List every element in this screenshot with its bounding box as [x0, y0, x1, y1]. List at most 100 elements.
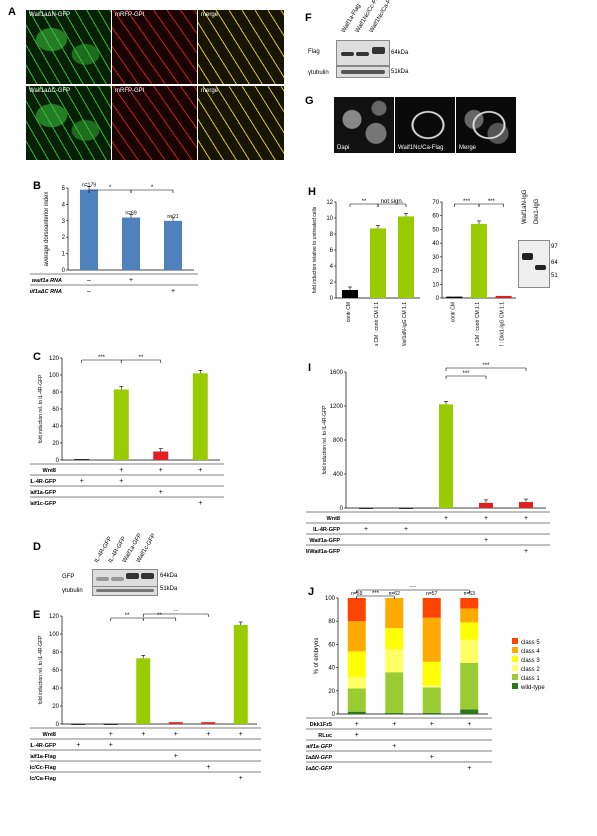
stacked-bar-segment — [385, 628, 404, 650]
condition-mark: + — [159, 467, 163, 474]
d-marker-64: 64kDa — [160, 573, 178, 579]
y-tick-label: 60 — [328, 642, 335, 648]
significance-label: *** — [409, 586, 417, 591]
caption-a5: mRFP-GPI — [115, 88, 145, 94]
y-tick-label: 10 — [326, 216, 333, 222]
f-row-flag: Flag — [308, 49, 320, 55]
category-label: Wnt3a CM : contr CM 1:1 — [374, 302, 380, 346]
stacked-bar-segment — [422, 661, 441, 685]
chart-h2: 0 10 20 30 40 50 60 70 *** *** contr CM Wnt3a CM : … — [432, 199, 516, 346]
y-tick-label: 20 — [432, 269, 439, 275]
h-band-1 — [522, 253, 533, 260]
d-band-tubulin — [96, 589, 154, 592]
stacked-bar-segment — [422, 687, 441, 713]
h-band-2 — [535, 265, 546, 270]
condition-mark: + — [467, 765, 471, 772]
condition-mark: + — [171, 288, 175, 295]
micrograph-a5: mRFP-GPI — [112, 86, 197, 160]
y-tick-label: 30 — [432, 255, 439, 261]
y-tick-label: 3 — [62, 219, 66, 225]
significance-label: ** — [173, 610, 178, 615]
stacked-bar-segment — [385, 672, 404, 713]
bar — [192, 373, 208, 460]
condition-mark: + — [159, 489, 163, 496]
category-label: contr CM — [346, 302, 352, 322]
micrograph-a3: merge — [198, 10, 284, 84]
y-tick-label: 12 — [326, 200, 333, 206]
bar — [103, 724, 118, 725]
stacked-bar-segment — [460, 662, 479, 710]
stacked-bar-segment — [347, 676, 366, 689]
condition-row-label: Waif1a/CD44/Waif1a-GFP — [306, 549, 340, 555]
panel-label-e: E — [33, 609, 41, 621]
bar — [168, 722, 183, 724]
legend-swatch — [512, 674, 518, 680]
stacked-bar-segment — [422, 598, 441, 618]
condition-mark: + — [355, 721, 359, 728]
y-tick-label: 80 — [52, 390, 59, 396]
d-marker-51: 51kDa — [160, 586, 178, 592]
y-tick-label: 100 — [49, 632, 60, 638]
condition-mark: + — [484, 537, 488, 544]
condition-mark: + — [129, 277, 133, 284]
caption-a1: Waif1aΔN-GFP — [29, 12, 71, 18]
chart-h1: 0 2 4 6 8 10 12 fold induction relative to untr… — [312, 199, 420, 346]
legend-swatch — [512, 638, 518, 644]
y-tick-label: 40 — [328, 666, 335, 672]
condition-mark: + — [404, 526, 408, 533]
legend-label: class 4 — [521, 649, 540, 655]
condition-mark: + — [109, 742, 113, 749]
y-tick-label: 40 — [432, 241, 439, 247]
panel-label-h: H — [308, 186, 316, 198]
bar — [136, 658, 151, 724]
legend-swatch — [512, 656, 518, 662]
micrograph-g1: Dapi — [334, 97, 394, 153]
legend-swatch — [512, 665, 518, 671]
y-axis-title: % of embryos — [314, 638, 320, 675]
bar — [233, 625, 248, 724]
y-tick-label: 0 — [436, 296, 440, 302]
condition-mark: + — [524, 515, 528, 522]
bar — [495, 295, 512, 298]
y-tick-label: 0 — [56, 722, 60, 728]
bar — [74, 459, 90, 460]
condition-row-label: waif1a-GFP — [306, 744, 332, 750]
condition-row-label: Dkk1Fz5 — [310, 722, 332, 728]
bar — [479, 502, 493, 508]
h-lane-1: Waif1aN-IgG — [522, 189, 528, 224]
stacked-bar-segment — [460, 709, 479, 714]
legend-label: class 1 — [521, 676, 540, 682]
y-tick-label: 60 — [432, 214, 439, 220]
panel-label-g: G — [305, 95, 314, 107]
condition-row-label: IL-4R-GFP — [30, 479, 56, 485]
bar — [439, 404, 453, 508]
condition-row-label: IL-4R-GFP — [313, 527, 340, 533]
significance-label: ** — [139, 355, 144, 361]
y-tick-label: 0 — [340, 506, 344, 512]
y-tick-label: 1600 — [330, 370, 344, 376]
f-band-tubulin — [341, 70, 385, 74]
stacked-bar-segment — [347, 621, 366, 652]
h-marker-64: 64 — [551, 260, 558, 266]
category-label: contr CM — [450, 302, 456, 322]
d-row-gfp: GFP — [62, 574, 75, 580]
legend-swatch — [512, 683, 518, 689]
legend-label: class 2 — [521, 667, 540, 673]
panel-label-a: A — [8, 6, 16, 18]
condition-row-label: Waif1c-GFP — [30, 501, 56, 507]
micrograph-a6: merge — [198, 86, 284, 160]
significance-label: ** — [157, 613, 162, 619]
chart-b: 0 1 2 3 4 5 average dorsoanterior index n=179 n=… — [30, 183, 198, 295]
bar-n-label: n=57 — [426, 591, 437, 597]
y-tick-label: 0 — [62, 268, 66, 274]
panel-label-f: F — [305, 12, 312, 24]
y-tick-label: 120 — [49, 614, 60, 620]
d-band-1 — [96, 577, 109, 581]
condition-row-label: Wnt8 — [327, 516, 340, 522]
caption-a4: Waif1aΔC-GFP — [29, 88, 71, 94]
condition-mark: – — [87, 277, 91, 284]
chart-j: 0 20 40 60 80 100 % of embryos class 5 class 4 cl… — [306, 586, 545, 772]
panel-label-c: C — [33, 351, 41, 363]
bar — [342, 290, 358, 298]
condition-row-label: Waif1a-GFP — [30, 490, 56, 496]
